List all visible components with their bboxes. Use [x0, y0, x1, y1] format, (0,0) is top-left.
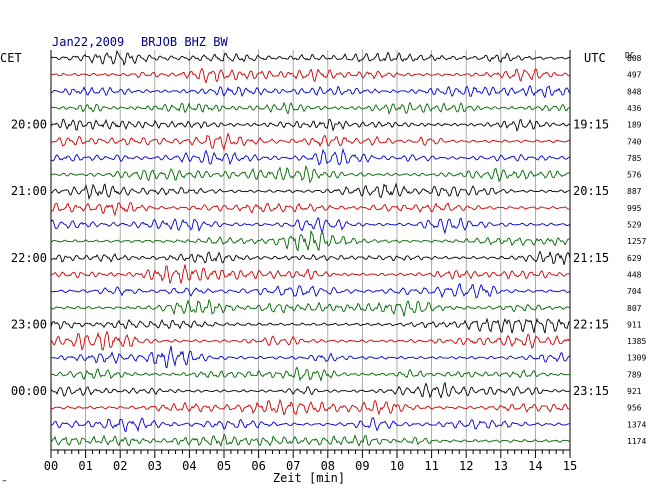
footer-mark: ‴	[2, 479, 7, 488]
x-tick-label: 06	[251, 459, 265, 473]
dc-value-label: 629	[627, 254, 642, 263]
seismic-trace	[50, 101, 571, 115]
dc-value-label: 576	[627, 171, 642, 180]
plot-frame	[50, 50, 571, 451]
dc-value-label: 887	[627, 187, 642, 196]
dc-value-label: 1374	[627, 420, 646, 429]
utc-hour-label: 19:15	[573, 118, 609, 132]
x-axis: 00 01 02 03 04 05 06 07 08 09 10 11 12 13 14 15	[44, 450, 577, 473]
x-tick-label: 05	[217, 459, 231, 473]
seismic-trace	[50, 398, 571, 416]
seismic-trace	[50, 118, 571, 133]
seismic-trace	[50, 330, 571, 351]
grid-layer	[85, 50, 536, 450]
dc-value-label: 921	[627, 387, 642, 396]
dc-value-label: 448	[627, 270, 642, 279]
x-tick-label: 04	[182, 459, 196, 473]
dc-value-label: 1309	[627, 354, 646, 363]
x-tick-label: 03	[148, 459, 162, 473]
cet-hour-label: 23:00	[11, 317, 47, 331]
seismic-trace	[50, 264, 571, 285]
x-tick-label: 13	[494, 459, 508, 473]
seismic-trace	[50, 49, 571, 67]
seismic-trace	[50, 202, 571, 217]
dc-value-label: 740	[627, 137, 642, 146]
right-timezone-label: UTC	[584, 51, 606, 65]
dc-value-label: 1174	[627, 437, 646, 446]
utc-hour-label: 22:15	[573, 317, 609, 331]
utc-hour-label: 23:15	[573, 384, 609, 398]
seismic-trace	[50, 366, 571, 383]
dc-values: 808 497 848 436 189 740 785 576 887 995 529 1257 629…	[627, 54, 646, 446]
utc-hour-labels: 19:15 20:15 21:15 22:15 23:15	[573, 118, 609, 398]
trace-layer	[50, 49, 571, 448]
x-tick-label: 12	[459, 459, 473, 473]
utc-hour-label: 21:15	[573, 251, 609, 265]
cet-hour-label: 21:00	[11, 184, 47, 198]
left-timezone-label: CET	[0, 51, 22, 65]
dc-value-label: 529	[627, 221, 642, 230]
x-tick-label: 10	[390, 459, 404, 473]
seismic-trace	[50, 345, 571, 369]
seismic-trace	[50, 216, 571, 235]
dc-value-label: 785	[627, 154, 642, 163]
seismic-trace	[50, 132, 571, 152]
x-tick-label: 08	[321, 459, 335, 473]
x-tick-label: 09	[355, 459, 369, 473]
seismic-trace	[50, 317, 571, 334]
cet-hour-label: 00:00	[11, 384, 47, 398]
seismic-trace	[50, 229, 571, 252]
x-tick-label: 01	[78, 459, 92, 473]
seismic-trace	[50, 282, 571, 299]
dc-value-label: 848	[627, 87, 642, 96]
seismic-trace	[50, 164, 571, 184]
dc-column-label: DC	[625, 51, 635, 60]
dc-value-label: 956	[627, 404, 642, 413]
dc-value-label: 911	[627, 320, 642, 329]
seismic-trace	[50, 182, 571, 200]
dc-value-label: 1257	[627, 237, 646, 246]
dc-value-label: 808	[627, 54, 642, 63]
chart-date: Jan22,2009	[52, 35, 124, 49]
cet-hour-label: 20:00	[11, 118, 47, 132]
x-tick-label: 00	[44, 459, 58, 473]
seismic-trace	[50, 250, 571, 265]
dc-value-label: 704	[627, 287, 642, 296]
x-tick-label: 02	[113, 459, 127, 473]
cet-hour-label: 22:00	[11, 251, 47, 265]
chart-station: BRJOB BHZ BW	[141, 35, 228, 49]
seismic-trace	[50, 84, 571, 99]
seismic-trace	[50, 433, 571, 448]
cet-hour-labels: 20:00 21:00 22:00 23:00 00:00	[11, 118, 47, 398]
dc-value-label: 807	[627, 304, 642, 313]
dc-value-label: 436	[627, 104, 642, 113]
seismic-trace	[50, 417, 571, 433]
seismic-trace	[50, 381, 571, 399]
x-tick-label: 15	[563, 459, 577, 473]
seismic-trace	[50, 147, 571, 166]
seismic-trace	[50, 67, 571, 84]
x-tick-label: 07	[286, 459, 300, 473]
x-tick-label: 11	[424, 459, 438, 473]
x-axis-title: Zeit [min]	[273, 471, 345, 485]
dc-value-label: 189	[627, 121, 642, 130]
x-tick-label: 14	[528, 459, 542, 473]
utc-hour-label: 20:15	[573, 184, 609, 198]
dc-value-label: 497	[627, 71, 642, 80]
dc-value-label: 995	[627, 204, 642, 213]
dc-value-label: 1385	[627, 337, 646, 346]
seismic-trace	[50, 298, 571, 317]
dc-value-label: 789	[627, 370, 642, 379]
